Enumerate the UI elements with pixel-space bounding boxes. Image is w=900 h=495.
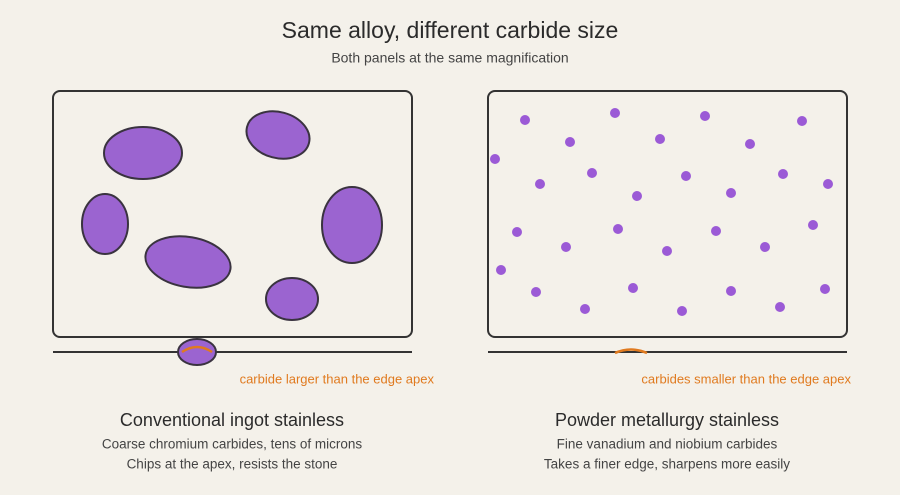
edge-apex [614, 348, 648, 355]
carbide [321, 186, 383, 264]
carbide [81, 193, 129, 255]
fine-carbide [726, 286, 736, 296]
panel-line: Chips at the apex, resists the stone [127, 457, 338, 472]
powder-panel: carbides smaller than the edge apex Powd… [487, 90, 851, 472]
fine-carbide [565, 137, 575, 147]
fine-carbide [580, 304, 590, 314]
subtitle: Both panels at the same magnification [331, 50, 568, 66]
fine-carbide [512, 227, 522, 237]
fine-carbide [610, 108, 620, 118]
title: Same alloy, different carbide size [282, 17, 619, 43]
fine-carbide [520, 115, 530, 125]
edge-carbide [177, 338, 217, 366]
fine-carbide [797, 116, 807, 126]
panel-line: Takes a finer edge, sharpens more easily [544, 457, 790, 472]
fine-carbide [655, 134, 665, 144]
panel-line: Coarse chromium carbides, tens of micron… [102, 437, 363, 452]
fine-carbide [496, 265, 506, 275]
panel-title: Powder metallurgy stainless [555, 410, 779, 430]
fine-carbide [628, 283, 638, 293]
fine-carbide [820, 284, 830, 294]
fine-carbide [490, 154, 500, 164]
carbide [245, 110, 311, 160]
panel-title: Conventional ingot stainless [120, 410, 344, 430]
fine-carbides [490, 108, 833, 316]
panel-frame [52, 90, 413, 338]
panel-frame [487, 90, 848, 338]
fine-carbide [711, 226, 721, 236]
carbide [144, 235, 232, 289]
fine-carbide [681, 171, 691, 181]
fine-carbide [662, 246, 672, 256]
fine-carbide [677, 306, 687, 316]
fine-carbide [700, 111, 710, 121]
annotation: carbides smaller than the edge apex [641, 371, 851, 386]
carbide [103, 126, 183, 180]
fine-carbide [778, 169, 788, 179]
fine-carbide [613, 224, 623, 234]
ingot-panel: carbide larger than the edge apex Conven… [52, 90, 435, 472]
edge-apex [181, 345, 213, 354]
fine-carbide [823, 179, 833, 189]
panel-line: Fine vanadium and niobium carbides [557, 437, 778, 452]
fine-carbide [775, 302, 785, 312]
fine-carbide [535, 179, 545, 189]
carbide [265, 277, 319, 321]
fine-carbide [587, 168, 597, 178]
fine-carbide [808, 220, 818, 230]
fine-carbide [531, 287, 541, 297]
fine-carbide [726, 188, 736, 198]
fine-carbide [745, 139, 755, 149]
annotation: carbide larger than the edge apex [240, 371, 435, 386]
fine-carbide [760, 242, 770, 252]
fine-carbide [561, 242, 571, 252]
fine-carbide [632, 191, 642, 201]
